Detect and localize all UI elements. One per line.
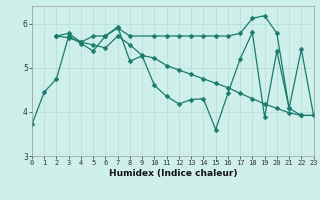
X-axis label: Humidex (Indice chaleur): Humidex (Indice chaleur) [108,169,237,178]
